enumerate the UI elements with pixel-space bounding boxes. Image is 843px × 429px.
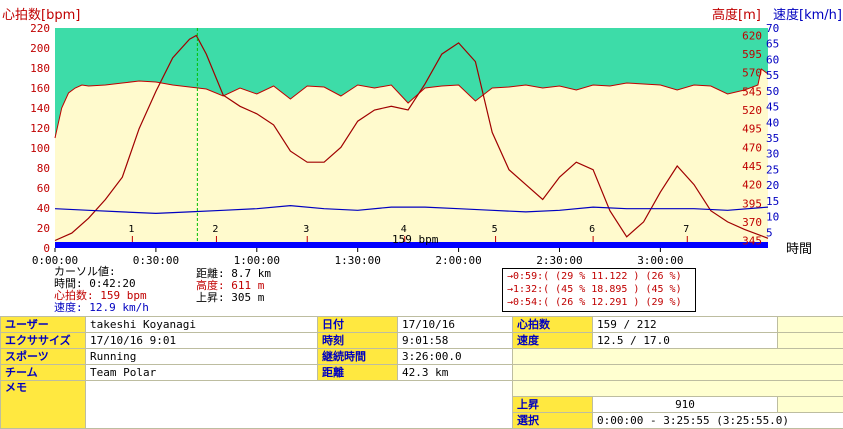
blank-cell [513, 381, 843, 397]
cursor-ascent: 上昇: 305 m [196, 292, 264, 304]
lap-number: 3 [303, 224, 309, 235]
info-row: スポーツ Running 継続時間 3:26:00.0 [1, 349, 843, 365]
blank-cell [778, 333, 843, 349]
altitude-tick-label: 570 [742, 67, 762, 80]
hr-value: 159 / 212 [593, 317, 778, 333]
speed-tick-label: 25 [766, 163, 779, 176]
left-axis-title: 心拍数[bpm] [2, 8, 80, 23]
altitude-tick-label: 520 [742, 104, 762, 117]
altitude-tick-label: 470 [742, 141, 762, 154]
memo-value[interactable] [86, 381, 513, 429]
hr-tick-label: 80 [37, 162, 50, 175]
speed-tick-label: 15 [766, 195, 779, 208]
lap-number: 7 [683, 224, 689, 235]
ascent-label: 上昇 [513, 397, 593, 413]
user-label: ユーザー [1, 317, 86, 333]
blank-cell [513, 349, 843, 365]
speed-value: 12.5 / 17.0 [593, 333, 778, 349]
altitude-tick-label: 420 [742, 179, 762, 192]
lap-row: →0:54:( (26 % 12.291 ) (29 %) [507, 296, 682, 309]
blank-cell [513, 365, 843, 381]
distance-value: 42.3 km [398, 365, 513, 381]
memo-label: メモ [1, 381, 86, 429]
hr-tick-label: 200 [30, 42, 50, 55]
lap-number: 6 [589, 224, 595, 235]
speed-label: 速度 [513, 333, 593, 349]
x-axis-title: 時間 [786, 242, 812, 257]
lap-number: 5 [492, 224, 498, 235]
exercise-info-table: ユーザー takeshi Koyanagi 日付 17/10/16 心拍数 15… [0, 316, 843, 429]
distance-label: 距離 [318, 365, 398, 381]
x-tick-label: 3:00:00 [637, 254, 683, 267]
lap-row: →0:59:( (29 % 11.122 ) (26 %) [507, 270, 682, 283]
cursor-label: 159 bpm [392, 233, 439, 246]
speed-tick-label: 50 [766, 85, 779, 98]
x-tick-label: 2:00:00 [435, 254, 481, 267]
speed-axis-title: 速度[km/h] [773, 7, 842, 23]
info-row: チーム Team Polar 距離 42.3 km [1, 365, 843, 381]
speed-tick-label: 70 [766, 22, 779, 35]
select-label: 選択 [513, 413, 593, 429]
blank-cell [778, 397, 843, 413]
duration-label: 継続時間 [318, 349, 398, 365]
altitude-tick-label: 345 [742, 235, 762, 248]
info-row: メモ [1, 381, 843, 397]
speed-tick-label: 20 [766, 179, 779, 192]
hr-tick-label: 100 [30, 142, 50, 155]
altitude-tick-label: 595 [742, 48, 762, 61]
sport-label: スポーツ [1, 349, 86, 365]
altitude-tick-label: 620 [742, 29, 762, 42]
lap-row: →1:32:( (45 % 18.895 ) (45 %) [507, 283, 682, 296]
speed-tick-label: 65 [766, 38, 779, 51]
lap-number: 2 [212, 224, 218, 235]
speed-tick-label: 60 [766, 53, 779, 66]
altitude-axis-title: 高度[m] [712, 7, 761, 23]
x-tick-label: 2:30:00 [536, 254, 582, 267]
altitude-tick-label: 395 [742, 197, 762, 210]
ascent-value: 910 [593, 397, 778, 413]
time-value: 9:01:58 [398, 333, 513, 349]
speed-tick-label: 5 [766, 226, 773, 239]
select-value[interactable]: 0:00:00 - 3:25:55 (3:25:55.0) [593, 413, 843, 429]
lap-summary-box: →0:59:( (29 % 11.122 ) (26 %) →1:32:( (4… [502, 268, 696, 312]
speed-tick-label: 40 [766, 116, 779, 129]
speed-tick-label: 35 [766, 132, 779, 145]
speed-tick-label: 10 [766, 211, 779, 224]
exercise-value[interactable]: 17/10/16 9:01 [86, 333, 318, 349]
hr-tick-label: 160 [30, 82, 50, 95]
time-label: 時刻 [318, 333, 398, 349]
hr-label: 心拍数 [513, 317, 593, 333]
altitude-tick-label: 495 [742, 123, 762, 136]
date-label: 日付 [318, 317, 398, 333]
speed-tick-label: 55 [766, 69, 779, 82]
info-row: ユーザー takeshi Koyanagi 日付 17/10/16 心拍数 15… [1, 317, 843, 333]
hr-tick-label: 220 [30, 22, 50, 35]
team-value[interactable]: Team Polar [86, 365, 318, 381]
exercise-label: エクササイズ [1, 333, 86, 349]
hr-tick-label: 60 [37, 182, 50, 195]
info-row: エクササイズ 17/10/16 9:01 時刻 9:01:58 速度 12.5 … [1, 333, 843, 349]
hr-tick-label: 120 [30, 122, 50, 135]
altitude-tick-label: 445 [742, 160, 762, 173]
cursor-speed: 速度: 12.9 km/h [54, 302, 149, 314]
speed-tick-label: 45 [766, 101, 779, 114]
hr-tick-label: 20 [37, 222, 50, 235]
sport-value[interactable]: Running [86, 349, 318, 365]
user-value[interactable]: takeshi Koyanagi [86, 317, 318, 333]
x-tick-label: 1:30:00 [335, 254, 381, 267]
altitude-tick-label: 545 [742, 85, 762, 98]
lap-number: 1 [128, 224, 134, 235]
hr-tick-label: 140 [30, 102, 50, 115]
hr-tick-label: 180 [30, 62, 50, 75]
hr-tick-label: 40 [37, 202, 50, 215]
duration-value: 3:26:00.0 [398, 349, 513, 365]
team-label: チーム [1, 365, 86, 381]
speed-tick-label: 30 [766, 148, 779, 161]
altitude-tick-label: 370 [742, 216, 762, 229]
date-value: 17/10/16 [398, 317, 513, 333]
cursor-values-panel: カーソル値: 時間: 0:42:20 心拍数: 159 bpm 速度: 12.9… [54, 266, 274, 314]
blank-cell [778, 317, 843, 333]
